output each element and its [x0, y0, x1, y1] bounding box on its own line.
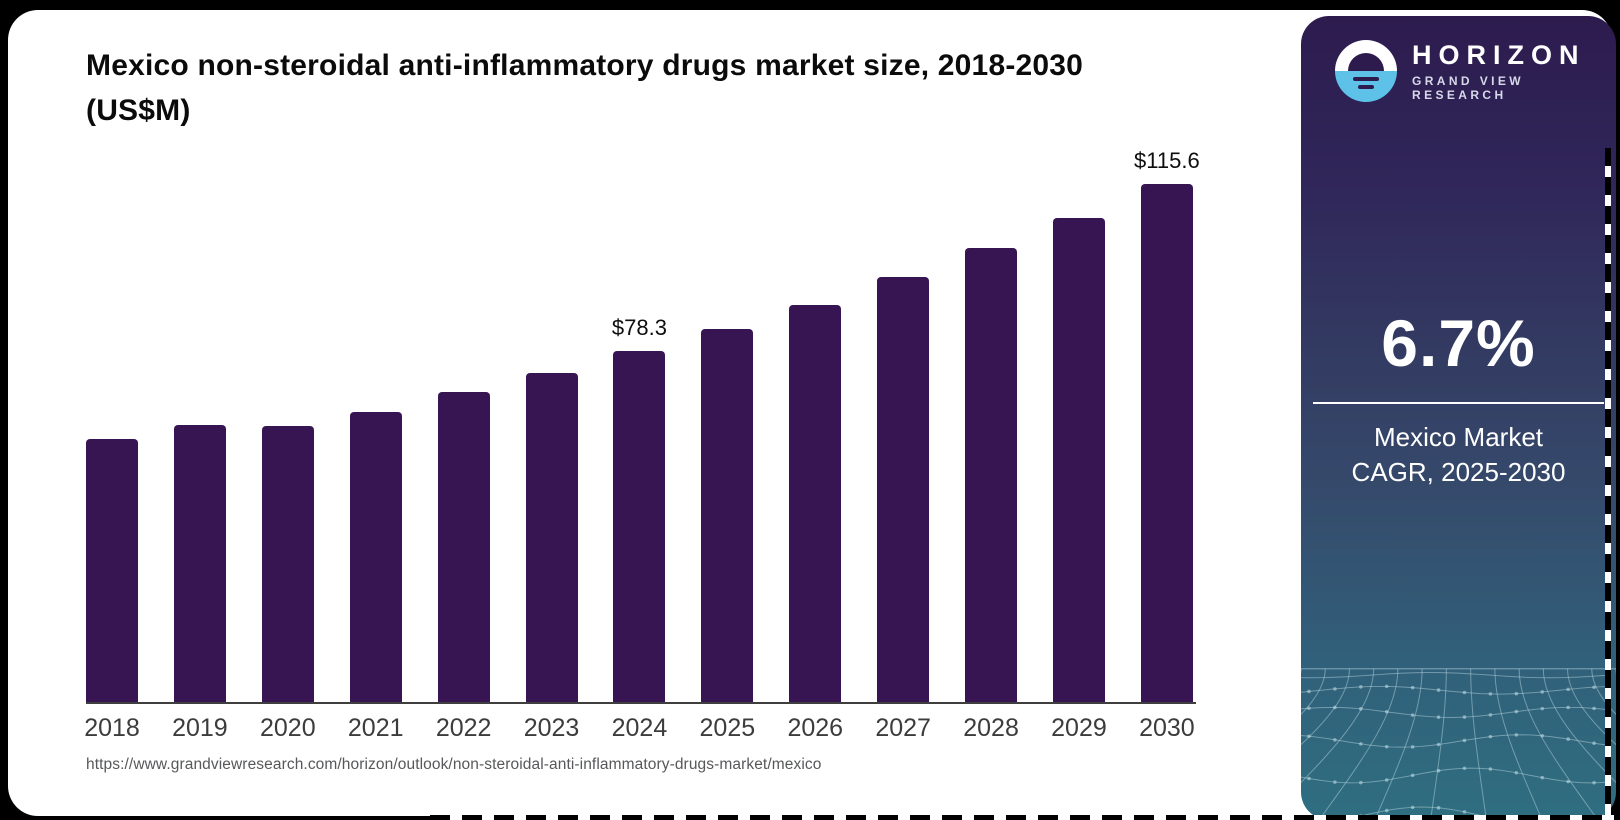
bar-column-2021: 2021 [348, 164, 404, 742]
bar-column-2018: 2018 [84, 164, 140, 742]
cagr-label-line1: Mexico Market [1373, 422, 1544, 452]
bar-2020 [261, 426, 314, 702]
x-tick-2018: 2018 [84, 714, 140, 742]
bar-column-2029: 2029 [1051, 164, 1107, 742]
bar-2019 [173, 425, 226, 702]
x-tick-2030: 2030 [1139, 714, 1195, 742]
horizon-logo-icon [1335, 40, 1397, 102]
bar-value-label-2030: $115.6 [1134, 148, 1200, 173]
stat-divider [1313, 402, 1604, 404]
x-tick-2026: 2026 [787, 714, 844, 742]
chart-title: Mexico non-steroidal anti-inflammatory d… [86, 49, 1084, 127]
bar-column-2026: 2026 [787, 164, 843, 742]
bar-2028 [965, 248, 1018, 702]
x-tick-2022: 2022 [435, 714, 492, 742]
x-tick-2019: 2019 [172, 714, 228, 742]
bar-2022 [437, 392, 490, 702]
bar-2027 [877, 277, 930, 702]
brand-name: HORIZON [1412, 40, 1586, 70]
bar-column-2025: 2025 [700, 164, 755, 742]
dashed-selection-edge-bottom [430, 815, 1620, 820]
cagr-value: 6.7% [1381, 306, 1536, 380]
bar-2025 [701, 329, 754, 702]
bar-column-2022: 2022 [436, 164, 491, 742]
x-tick-2027: 2027 [875, 714, 931, 742]
dashed-selection-edge-right [1605, 148, 1611, 820]
bar-chart: 2018 2019 2020 2021 2022 2023 $78.3 2024 2025 202… [84, 148, 1200, 742]
cagr-label-line2: CAGR, 2025-2030 [1351, 457, 1566, 487]
x-tick-2021: 2021 [347, 714, 404, 742]
bar-column-2027: 2027 [875, 164, 931, 742]
x-tick-2024: 2024 [611, 714, 668, 742]
brand-text: HORIZON GRAND VIEW RESEARCH [1412, 40, 1616, 102]
bar-2024 [613, 351, 666, 702]
bar-2023 [525, 373, 578, 702]
x-tick-2025: 2025 [699, 714, 756, 742]
brand-sidebar: HORIZON GRAND VIEW RESEARCH 6.7% Mexico … [1301, 16, 1616, 820]
bar-value-label-2024: $78.3 [611, 315, 667, 340]
source-url: https://www.grandviewresearch.com/horizo… [86, 756, 822, 773]
bar-column-2024: $78.3 2024 [611, 164, 668, 742]
x-tick-2020: 2020 [260, 714, 316, 742]
wireframe-mesh-pattern [1301, 655, 1616, 820]
bar-column-2019: 2019 [172, 164, 228, 742]
bar-2030 [1140, 184, 1193, 702]
bar-column-2020: 2020 [260, 164, 316, 742]
x-tick-2023: 2023 [523, 714, 580, 742]
bar-2029 [1052, 218, 1105, 702]
bar-2018 [86, 439, 138, 702]
bar-column-2023: 2023 [524, 164, 579, 742]
bar-2021 [349, 412, 402, 702]
bar-column-2028: 2028 [963, 164, 1019, 742]
brand-tagline: GRAND VIEW RESEARCH [1412, 74, 1524, 102]
x-axis-line [86, 702, 1196, 704]
infographic-card: Mexico non-steroidal anti-inflammatory d… [8, 10, 1616, 820]
rising-sun-icon [1348, 53, 1384, 71]
bar-column-2030: $115.6 2030 [1134, 148, 1200, 742]
bar-2026 [789, 305, 842, 702]
cagr-stat: 6.7% Mexico Market CAGR, 2025-2030 [1301, 304, 1616, 490]
x-tick-2029: 2029 [1051, 714, 1107, 742]
brand-header: HORIZON GRAND VIEW RESEARCH [1301, 16, 1616, 102]
x-tick-2028: 2028 [963, 714, 1019, 742]
